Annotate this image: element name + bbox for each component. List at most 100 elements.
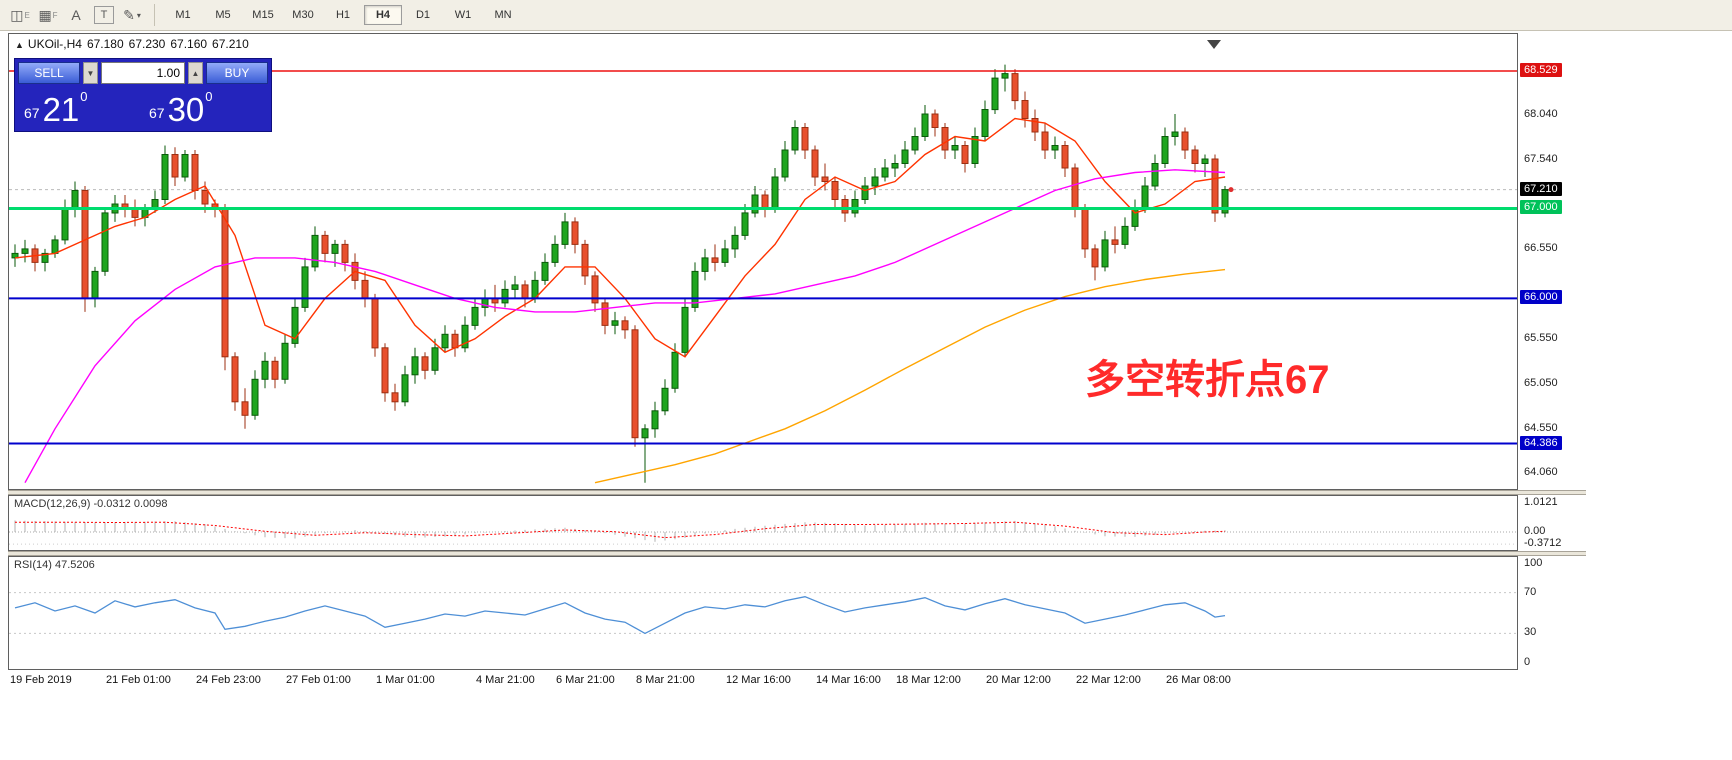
date-axis-label: 14 Mar 16:00 (816, 674, 881, 686)
rsi-axis[interactable]: 100 70 30 0 (1519, 556, 1589, 670)
macd-axis[interactable]: 1.0121 0.00 -0.3712 (1519, 495, 1589, 551)
timeframe-button-m5[interactable]: M5 (215, 9, 231, 21)
candle-body (41, 252, 49, 263)
timeframe-button-m15[interactable]: M15 (252, 9, 274, 21)
candle-body (1071, 167, 1079, 209)
macd-axis-label: 0.00 (1524, 525, 1546, 537)
candle-body (601, 302, 609, 326)
candle-body (461, 324, 469, 349)
candle-body (881, 167, 889, 178)
candle-body (951, 145, 959, 151)
timeframe-button-m30[interactable]: M30 (292, 9, 314, 21)
candle-body (91, 270, 99, 299)
candle-body (721, 248, 729, 263)
candle-body (71, 190, 79, 209)
sell-price[interactable]: 67 21 0 (18, 84, 143, 128)
candle-body (1181, 131, 1189, 151)
macd-indicator-panel[interactable]: MACD(12,26,9) -0.0312 0.0098 (8, 495, 1518, 551)
date-axis-label: 12 Mar 16:00 (726, 674, 791, 686)
candle-body (801, 127, 809, 151)
candle-body (941, 127, 949, 151)
candle-body (1141, 185, 1149, 209)
macd-label: MACD(12,26,9) -0.0312 0.0098 (14, 498, 168, 510)
price-axis-label: 66.550 (1524, 241, 1558, 254)
candle-body (61, 207, 69, 241)
candle-body (1041, 131, 1049, 151)
price-chart-canvas[interactable]: 多空转折点67 (9, 34, 1517, 489)
candle-body (341, 243, 349, 263)
chart-profile-icon[interactable]: ▦ F (38, 6, 58, 23)
buy-price-big: 30 (167, 90, 205, 128)
chart-style-icon[interactable]: ✎ ▾ (123, 6, 141, 23)
timeframe-button-h1[interactable]: H1 (335, 9, 351, 21)
date-axis-label: 1 Mar 01:00 (376, 674, 435, 686)
candle-body (421, 356, 429, 371)
ma-slow-line (594, 268, 1226, 484)
candle-body (891, 163, 899, 169)
candle-body (961, 145, 969, 164)
toolbar-icon-group: ◫ E ▦ F A T ✎ ▾ (6, 3, 146, 27)
buy-price[interactable]: 67 30 0 (143, 84, 268, 128)
candle-body (841, 199, 849, 214)
timeframe-button-d1[interactable]: D1 (415, 9, 431, 21)
candle-body (681, 306, 689, 353)
candle-body (361, 279, 369, 299)
sell-price-pip: 0 (80, 89, 88, 104)
price-axis-label: 67.540 (1524, 152, 1558, 165)
rsi-canvas[interactable] (9, 557, 1517, 669)
price-axis-label: 65.050 (1524, 376, 1558, 389)
chevron-down-icon: ▾ (136, 10, 141, 20)
volume-input[interactable] (101, 62, 185, 84)
candle-body (1031, 118, 1039, 133)
candle-body (181, 154, 189, 178)
candle-body (911, 136, 919, 151)
text-label-icon[interactable]: A (71, 7, 81, 23)
price-axis-label: 65.550 (1524, 331, 1558, 344)
candle-body (701, 257, 709, 272)
price-axis-label: 67.000 (1520, 200, 1562, 215)
timeframe-button-m1[interactable]: M1 (175, 9, 191, 21)
candle-body (541, 261, 549, 281)
candle-body (251, 378, 259, 416)
close-value: 67.210 (212, 37, 249, 51)
macd-axis-label: -0.3712 (1524, 537, 1562, 550)
candle-body (431, 347, 439, 371)
rsi-axis-label: 100 (1524, 557, 1543, 569)
candle-body (631, 329, 639, 439)
volume-decrease-button[interactable]: ▼ (83, 62, 98, 84)
timeframe-button-w1[interactable]: W1 (454, 9, 472, 21)
panel-divider[interactable] (8, 490, 1586, 495)
date-axis[interactable]: 19 Feb 2019 21 Feb 01:00 24 Feb 23:00 27 Fe… (8, 672, 1588, 690)
low-value: 67.160 (170, 37, 208, 51)
collapse-arrow-icon[interactable]: ▲ (15, 40, 24, 50)
rsi-indicator-panel[interactable]: RSI(14) 47.5206 (8, 556, 1518, 670)
timeframe-button-mn[interactable]: MN (494, 9, 512, 21)
sell-button[interactable]: SELL (18, 62, 80, 84)
new-chart-icon[interactable]: ◫ E (10, 6, 30, 23)
macd-canvas[interactable] (9, 496, 1517, 550)
candle-body (691, 270, 699, 308)
volume-increase-button[interactable]: ▲ (188, 62, 203, 84)
candle-body (371, 297, 379, 349)
candle-body (1091, 248, 1099, 268)
last-price-marker (1228, 187, 1234, 193)
candle-body (221, 207, 229, 358)
candle-body (1161, 136, 1169, 164)
chart-annotation[interactable]: 多空转折点67 (1085, 358, 1330, 402)
template-icon[interactable]: T (94, 6, 114, 24)
buy-button[interactable]: BUY (206, 62, 268, 84)
timeframe-button-h4[interactable]: H4 (364, 5, 402, 25)
candle-body (1011, 73, 1019, 102)
one-click-trading-panel: SELL ▼ ▲ BUY 67 21 0 67 30 0 (14, 58, 272, 132)
price-axis[interactable]: 68.529 68.040 67.540 67.210 67.000 66.550 66.0… (1519, 33, 1589, 490)
price-chart-panel[interactable]: 多空转折点67 ▲ UKOil-,H4 67.180 67.230 67.160 67.2… (8, 33, 1518, 490)
panel-divider[interactable] (8, 551, 1586, 556)
candle-body (231, 356, 239, 403)
candle-body (991, 77, 999, 111)
candle-body (831, 181, 839, 200)
rsi-label: RSI(14) 47.5206 (14, 559, 95, 571)
candle-body (581, 243, 589, 277)
sell-price-head: 67 (24, 105, 40, 121)
buy-price-head: 67 (149, 105, 165, 121)
date-axis-label: 26 Mar 08:00 (1166, 674, 1231, 686)
